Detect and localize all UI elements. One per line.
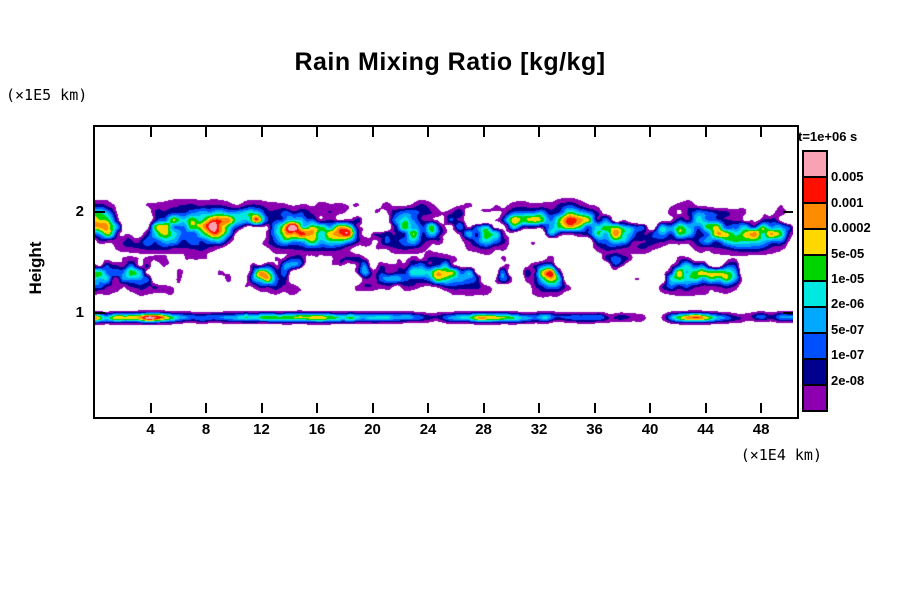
colorbar-boundary-label: 2e-08 [831,372,865,388]
x-axis-tick [371,127,374,137]
x-axis-tick [538,403,541,413]
y-axis-tick [95,211,105,214]
x-axis-tick [482,403,485,413]
y-axis-tick [783,311,793,314]
colorbar-boundary-label: 1e-05 [831,271,865,286]
x-axis-tick-label: 36 [586,421,603,438]
colorbar-boundary-label: 0.001 [831,194,864,210]
x-axis-tick [649,403,652,413]
x-axis-unit-label: (×1E4 km) [740,446,822,464]
colorbar [802,150,828,412]
colorbar-cell [804,384,826,410]
x-axis-tick [371,403,374,413]
colorbar-cell [804,306,826,332]
field-canvas [95,127,793,413]
x-axis-tick-label: 28 [475,421,492,438]
x-axis-tick [538,127,541,137]
plot-frame [93,125,799,419]
colorbar-boundary-label: 2e-06 [831,296,865,312]
x-axis-tick [427,127,430,137]
y-axis-unit-label: (×1E5 km) [6,86,88,104]
y-axis-title: Height [26,241,45,295]
x-axis-tick [260,403,263,413]
x-axis-tick-label: 32 [530,421,548,438]
x-axis-tick [316,403,319,413]
x-axis-tick-label: 24 [419,421,437,438]
colorbar-boundary-label: 0.0002 [831,220,871,236]
colorbar-cell [804,332,826,358]
x-axis-tick [149,127,152,137]
x-axis-tick [316,127,319,137]
x-axis-tick-label: 48 [752,421,770,438]
colorbar-cell [804,358,826,384]
y-axis-tick-label: 1 [75,303,84,321]
x-axis-tick [482,127,485,137]
x-axis-tick [427,403,430,413]
x-axis-tick [593,127,596,137]
x-axis-tick-label: 40 [641,421,659,438]
colorbar-boundary-label: 0.005 [831,169,864,185]
colorbar-cell [804,254,826,280]
x-axis-tick-label: 8 [201,421,211,438]
colorbar-boundary-label: 1e-07 [831,347,865,363]
y-axis-tick [783,211,793,214]
colorbar-boundary-label: 5e-07 [831,321,865,337]
x-axis-tick-label: 4 [146,421,155,438]
x-axis-tick [649,127,652,137]
x-axis-tick [760,127,763,137]
x-axis-tick [760,403,763,413]
x-axis-tick [260,127,263,137]
x-axis-tick [704,403,707,413]
colorbar-boundary-label: 5e-05 [831,245,865,261]
x-axis-tick-label: 20 [364,421,381,438]
x-axis-tick [593,403,596,413]
colorbar-cell [804,202,826,228]
x-axis-tick [205,127,207,137]
x-axis-tick-label: 44 [697,421,714,438]
chart-title: Rain Mixing Ratio [kg/kg] [294,48,606,76]
x-axis-tick-label: 12 [253,421,270,438]
x-axis-tick [205,403,207,413]
colorbar-cell [804,152,826,176]
colorbar-cell [804,280,826,306]
x-axis-tick-label: 16 [308,421,326,438]
colorbar-cell [804,176,826,202]
colorbar-title: t=1e+06 s [798,129,858,144]
x-axis-tick [704,127,707,137]
x-axis-tick [149,403,152,413]
y-axis-tick-label: 2 [75,203,84,221]
colorbar-cell [804,228,826,254]
y-axis-tick [95,311,105,314]
